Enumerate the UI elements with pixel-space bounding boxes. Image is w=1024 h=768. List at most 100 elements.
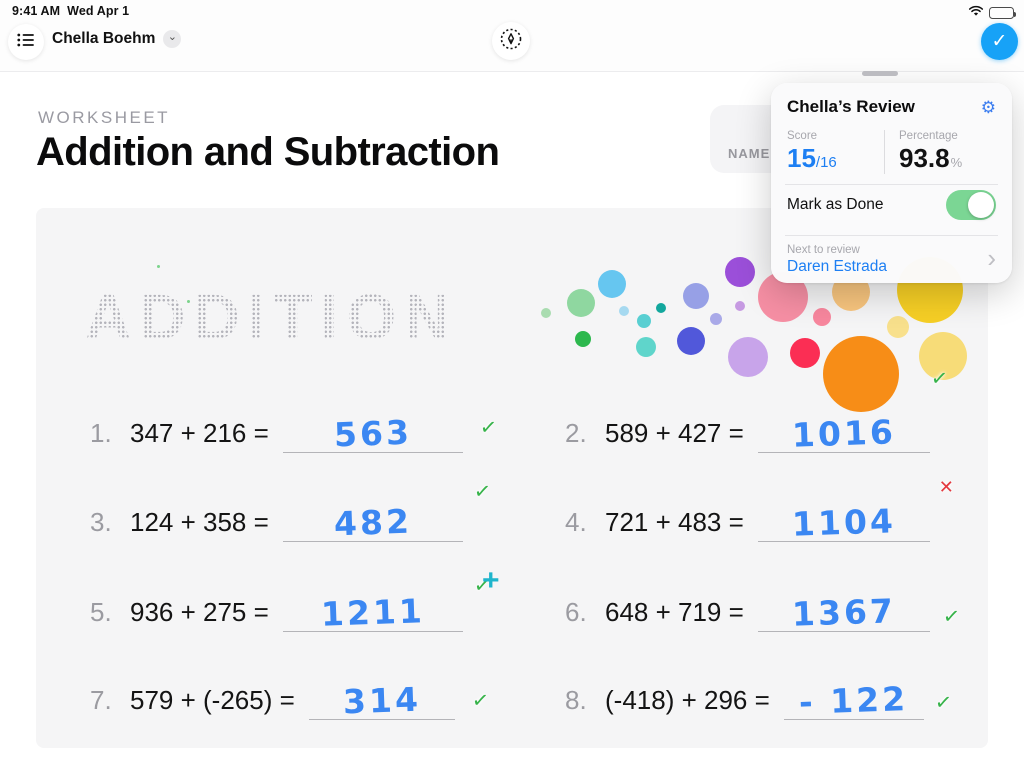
bubble xyxy=(919,332,967,380)
problem-number: 8. xyxy=(565,685,587,715)
plus-annotation-icon: + xyxy=(482,564,500,597)
chevron-down-icon: ⌄ xyxy=(163,30,182,48)
percentage-value: 93.8 xyxy=(899,143,950,173)
status-time-date: 9:41 AM Wed Apr 1 xyxy=(12,4,129,18)
name-field-label: NAME xyxy=(728,146,771,161)
ink-speck xyxy=(157,265,160,268)
score-value: 15 xyxy=(787,143,816,173)
bubble xyxy=(541,308,551,318)
problem-number: 5. xyxy=(90,597,112,627)
handwritten-answer: 563 xyxy=(333,412,413,455)
mark-as-done-label: Mark as Done xyxy=(787,196,884,213)
handwritten-answer: 482 xyxy=(333,501,413,544)
correct-mark-icon: ✓ xyxy=(478,416,498,440)
problem-expression: 347 + 216 = xyxy=(130,418,269,448)
confirm-button[interactable]: ✓ xyxy=(981,23,1018,60)
problem-expression: 579 + (-265) = xyxy=(130,685,295,715)
problem-number: 6. xyxy=(565,597,587,627)
score-stat: Score 15 /16 xyxy=(787,130,884,174)
handwritten-answer: 1016 xyxy=(791,412,897,455)
percentage-label: Percentage xyxy=(899,130,958,142)
problem-row: 2. 589 + 427 = 1016 ✓ xyxy=(565,367,949,455)
bubble xyxy=(725,257,755,287)
problem-number: 1. xyxy=(90,418,112,448)
problem-number: 7. xyxy=(90,685,112,715)
answer-line[interactable]: 563 ✓ xyxy=(282,401,498,455)
list-icon xyxy=(17,33,35,52)
handwritten-answer: 1211 xyxy=(320,591,426,634)
problem-row: 8. (-418) + 296 = - 122 ✓ xyxy=(565,662,953,722)
worksheet-eyebrow: WORKSHEET xyxy=(38,108,171,127)
student-selector[interactable]: Chella Boehm ⌄ xyxy=(52,30,182,48)
correct-mark-icon: ✓ xyxy=(941,605,961,629)
bubble xyxy=(735,301,745,311)
problem-number: 4. xyxy=(565,507,587,537)
bubble xyxy=(567,289,595,317)
bubble xyxy=(575,331,591,347)
answer-line[interactable]: 1104 ✕ xyxy=(757,478,954,544)
status-bar: 9:41 AM Wed Apr 1 xyxy=(0,0,1024,22)
pen-circle-icon xyxy=(499,27,523,56)
sidebar-list-button[interactable] xyxy=(8,24,44,60)
review-panel-title: Chella’s Review xyxy=(787,97,915,116)
pen-tool-button[interactable] xyxy=(492,22,530,60)
problem-number: 3. xyxy=(90,507,112,537)
bubble xyxy=(598,270,626,298)
incorrect-mark-icon: ✕ xyxy=(938,477,954,497)
bubble xyxy=(619,306,629,316)
bubble xyxy=(813,308,831,326)
answer-line[interactable]: 314 ✓ xyxy=(308,668,490,722)
handwritten-answer: 1104 xyxy=(791,501,897,544)
problem-expression: 648 + 719 = xyxy=(605,597,744,627)
next-to-review-row[interactable]: Next to review Daren Estrada › xyxy=(787,236,996,276)
bubble xyxy=(790,338,820,368)
gear-icon[interactable]: ⚙ xyxy=(980,97,996,117)
correct-mark-icon: ✓ xyxy=(472,480,492,504)
problem-row: 4. 721 + 483 = 1104 ✕ xyxy=(565,478,954,544)
bubble xyxy=(728,337,768,377)
student-name: Chella Boehm xyxy=(52,30,156,47)
addition-watermark: ADDITION xyxy=(85,281,459,353)
next-to-review-label: Next to review xyxy=(787,244,860,256)
bubble xyxy=(710,313,722,325)
bubble xyxy=(823,336,899,412)
correct-mark-icon: ✓ xyxy=(470,689,490,713)
score-label: Score xyxy=(787,130,818,142)
bubble xyxy=(887,316,909,338)
review-panel: Chella’s Review ⚙ Score 15 /16 Percentag… xyxy=(771,83,1012,283)
panel-drag-handle[interactable] xyxy=(862,71,898,76)
wifi-icon xyxy=(968,4,984,22)
bubble xyxy=(677,327,705,355)
problem-expression: 589 + 427 = xyxy=(605,418,744,448)
answer-line[interactable]: - 122 ✓ xyxy=(783,668,953,722)
worksheet-card: ADDITION 1. 347 + 216 = 563 ✓ 2. 589 + 427 = 1… xyxy=(36,208,988,748)
ink-speck xyxy=(187,300,190,303)
answer-line[interactable]: 1367 ✓ xyxy=(757,580,961,634)
mark-as-done-toggle[interactable] xyxy=(946,190,996,220)
score-total: /16 xyxy=(815,154,837,171)
problem-row: 5. 936 + 275 = 1211 ✓ xyxy=(90,574,492,634)
handwritten-answer: 1367 xyxy=(791,591,897,634)
bubble xyxy=(636,337,656,357)
bubble xyxy=(637,314,651,328)
bubble xyxy=(683,283,709,309)
answer-line[interactable]: 1016 ✓ xyxy=(757,367,949,455)
percentage-stat: Percentage 93.8 % xyxy=(884,130,996,174)
check-icon: ✓ xyxy=(991,30,1008,52)
correct-mark-icon: ✓ xyxy=(933,691,953,715)
answer-line[interactable]: 1211 ✓ xyxy=(282,574,492,634)
page-title: Addition and Subtraction xyxy=(36,130,500,174)
answer-line[interactable]: 482 ✓ xyxy=(282,480,492,544)
correct-mark-icon: ✓ xyxy=(929,367,949,391)
status-time: 9:41 AM xyxy=(12,4,61,18)
next-student-name: Daren Estrada xyxy=(787,258,887,275)
handwritten-answer: 314 xyxy=(342,679,422,722)
toolbar: Chella Boehm ⌄ ✓ xyxy=(0,22,1024,72)
status-date: Wed Apr 1 xyxy=(67,4,130,18)
bubble xyxy=(656,303,666,313)
handwritten-answer: - 122 xyxy=(798,679,909,722)
problem-row: 3. 124 + 358 = 482 ✓ xyxy=(90,480,492,544)
battery-icon xyxy=(989,7,1016,19)
problem-row: 7. 579 + (-265) = 314 ✓ xyxy=(90,662,490,722)
problem-number: 2. xyxy=(565,418,587,448)
